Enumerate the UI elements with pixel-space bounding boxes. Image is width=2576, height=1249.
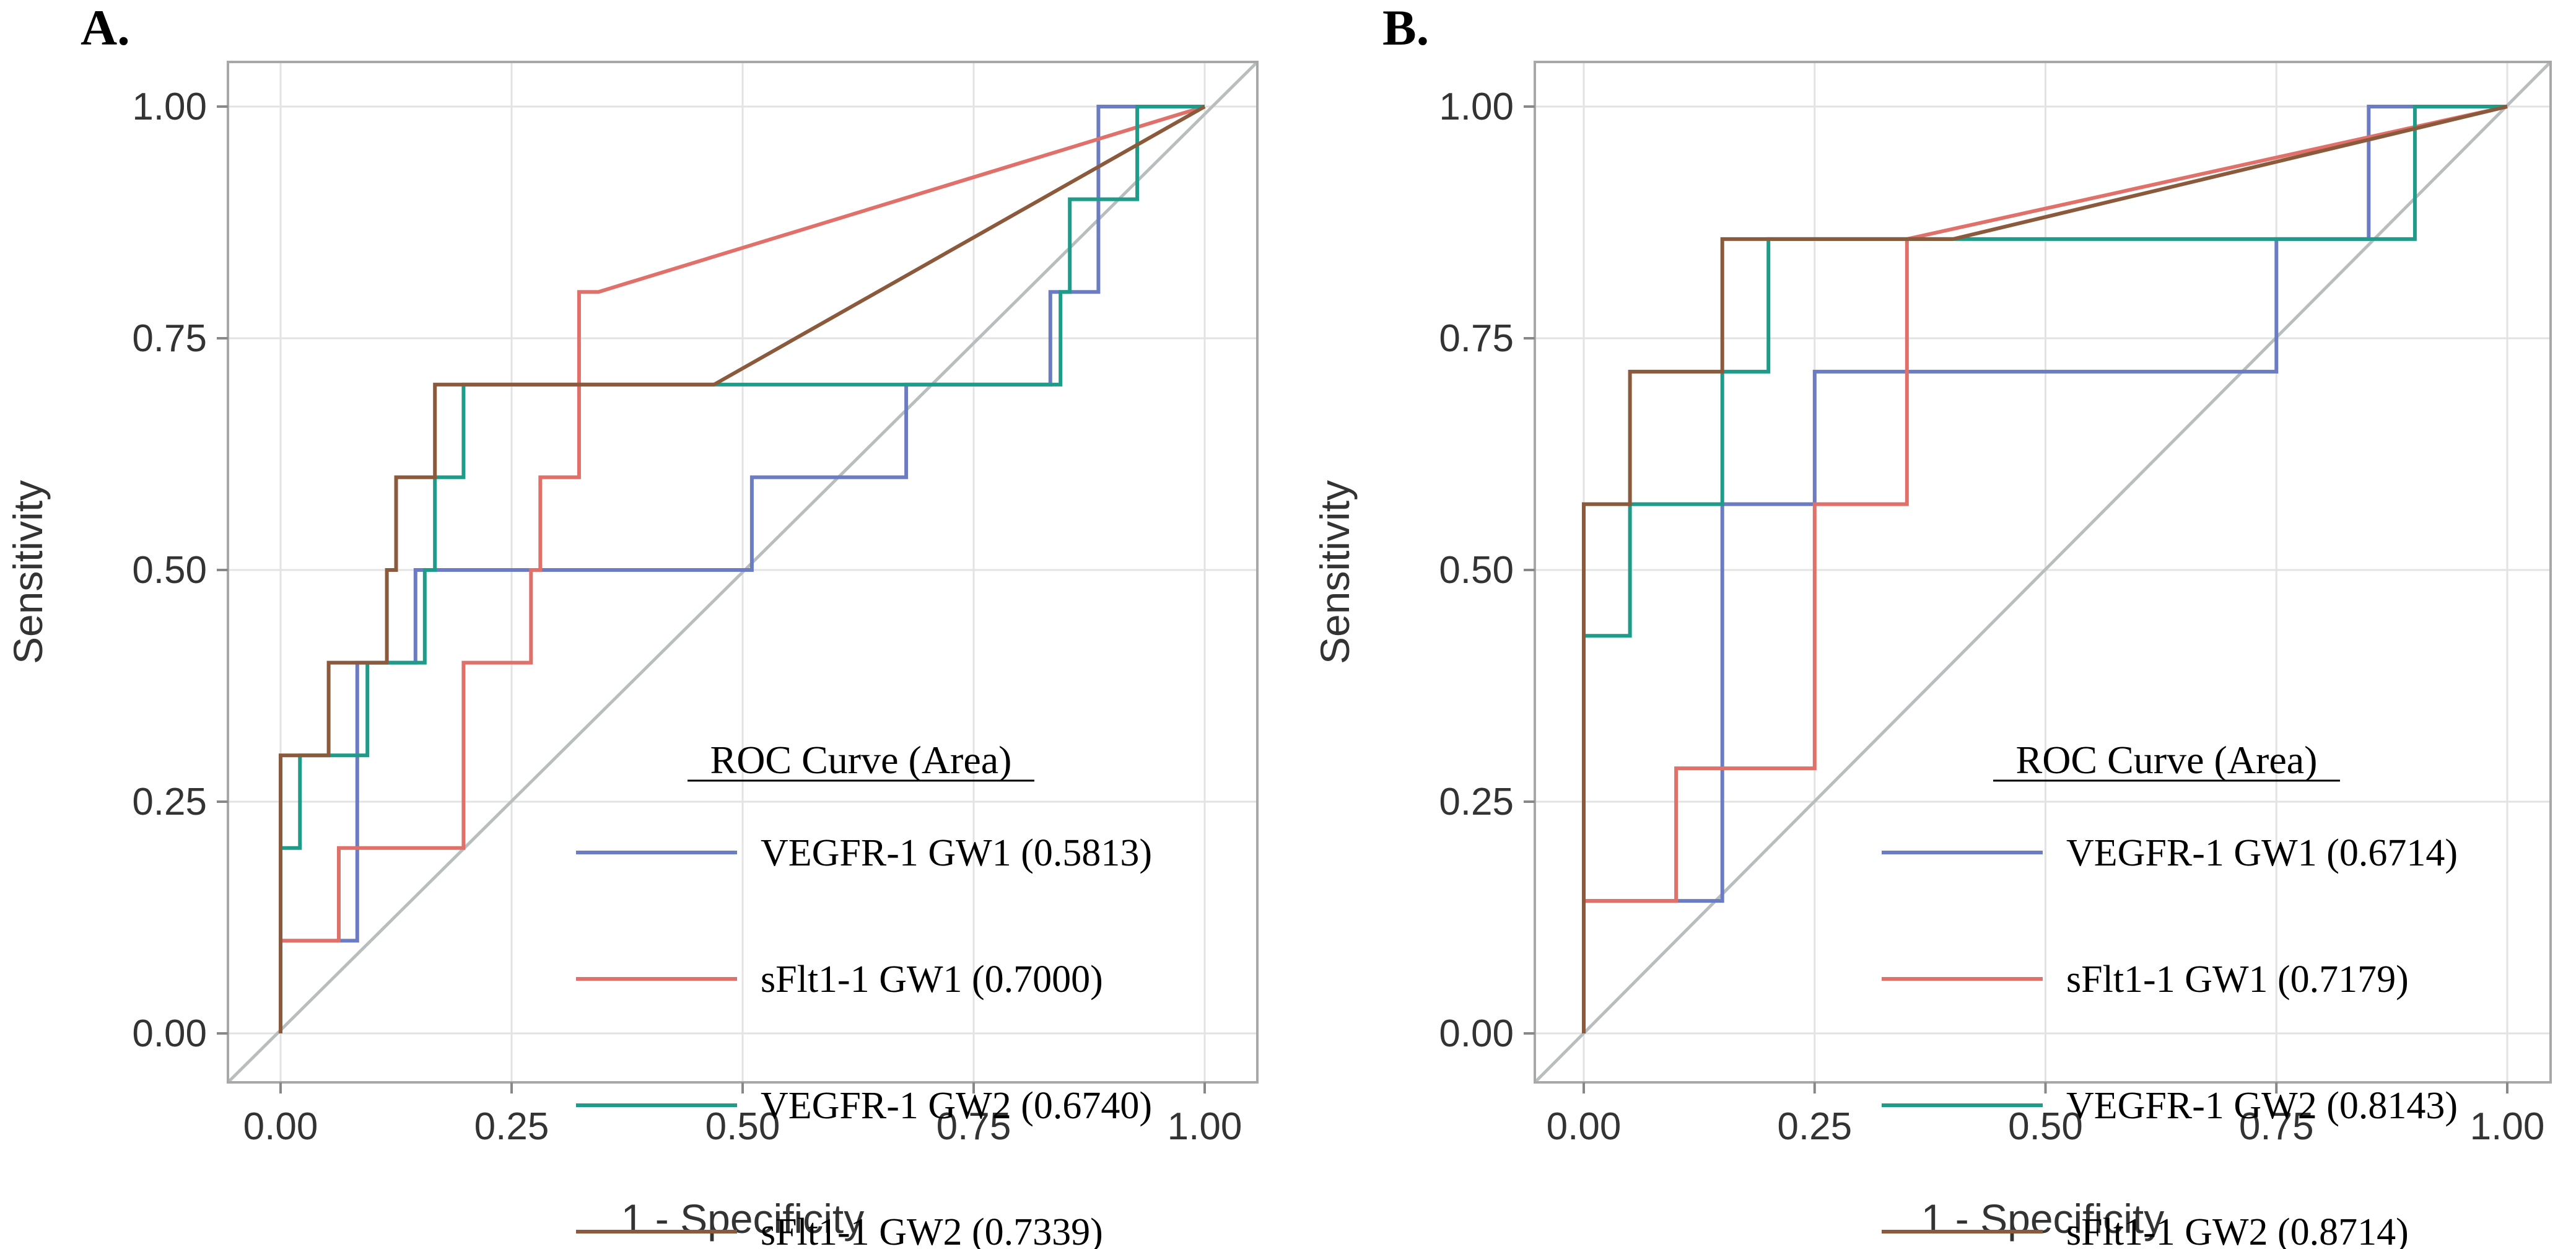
x-tick-label: 0.75 (2239, 1105, 2314, 1148)
legend-label: VEGFR-1 GW1 (0.5813) (761, 832, 1152, 874)
roc-panel-b: B. 0.00 0.25 0.50 0.75 1.00 0.00 0.25 0.50 0.75 1.… (1312, 0, 2552, 1249)
x-tick-label: 0.25 (474, 1105, 549, 1148)
y-tick-label: 0.25 (1439, 781, 1514, 823)
y-tick-label: 1.00 (132, 85, 207, 128)
roc-panel-a: A. 0.00 0.25 0.50 0.75 1.00 0.00 0.25 0.50 0.75 1.… (5, 0, 1259, 1249)
x-tick-label: 0.00 (1547, 1105, 1622, 1148)
legend-title: ROC Curve (Area) (2016, 738, 2318, 782)
x-tick-label: 0.75 (937, 1105, 1011, 1148)
x-axis-title: 1 - Specificity (621, 1196, 864, 1242)
plot-frame (1534, 61, 2552, 1084)
x-tick-label: 0.50 (705, 1105, 780, 1148)
roc-curve-sflt1-gw1 (279, 105, 1205, 1033)
roc-curve-sflt1-gw2 (1582, 105, 2508, 1033)
legend-label: sFlt1-1 GW2 (0.8714) (2066, 1211, 2409, 1249)
x-tick-label: 1.00 (2470, 1105, 2545, 1148)
x-tick-label: 0.50 (2008, 1105, 2083, 1148)
legend-label: sFlt1-1 GW2 (0.7339) (761, 1211, 1103, 1249)
x-tick-label: 0.25 (1777, 1105, 1852, 1148)
legend-title: ROC Curve (Area) (710, 738, 1012, 782)
x-tick-label: 1.00 (1168, 1105, 1242, 1148)
y-tick-label: 0.00 (132, 1012, 207, 1055)
reference-diagonal (227, 61, 1259, 1084)
y-axis-title: Sensitivity (5, 480, 51, 664)
y-tick-label: 1.00 (1439, 85, 1514, 128)
y-tick-label: 0.75 (132, 317, 207, 360)
y-tick-label: 0.75 (1439, 317, 1514, 360)
legend-label: sFlt1-1 GW1 (0.7000) (761, 958, 1103, 1001)
y-axis-title: Sensitivity (1312, 480, 1358, 664)
legend-label: VEGFR-1 GW2 (0.8143) (2066, 1085, 2458, 1127)
panel-letter: B. (1382, 0, 1429, 56)
legend-label: VEGFR-1 GW1 (0.6714) (2066, 832, 2458, 874)
reference-diagonal (1534, 61, 2552, 1084)
roc-curve-sflt1-gw1 (1582, 105, 2508, 1033)
x-tick-label: 0.00 (243, 1105, 318, 1148)
x-axis-title: 1 - Specificity (1921, 1196, 2164, 1242)
y-tick-label: 0.25 (132, 781, 207, 823)
legend-label: VEGFR-1 GW2 (0.6740) (761, 1085, 1152, 1127)
roc-curve-sflt1-gw2 (279, 105, 1206, 1033)
y-tick-label: 0.00 (1439, 1012, 1514, 1055)
y-tick-label: 0.50 (1439, 549, 1514, 592)
y-tick-label: 0.50 (132, 549, 207, 592)
panel-letter: A. (81, 0, 130, 56)
legend-label: sFlt1-1 GW1 (0.7179) (2066, 958, 2409, 1001)
